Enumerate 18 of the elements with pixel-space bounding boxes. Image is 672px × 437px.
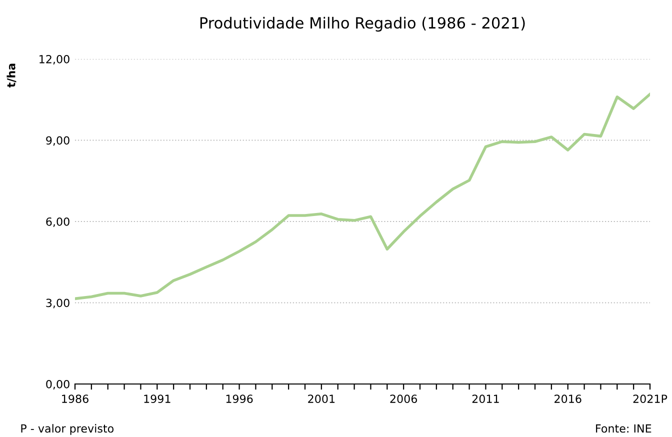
y-tick-label: 12,00	[40, 54, 70, 65]
y-tick-label: 0,00	[46, 380, 70, 390]
y-axis-title: t/ha	[6, 64, 16, 88]
x-tick-label: 1991	[144, 394, 170, 404]
y-tick-label: 3,00	[46, 298, 70, 308]
x-tick-label: 1986	[62, 394, 88, 404]
text: P - valor previsto	[21, 424, 114, 435]
line-series	[75, 92, 650, 300]
x-tick-label: 2016	[554, 394, 582, 404]
y-tick-label: 9,00	[46, 136, 70, 146]
x-tick-label: 2021P	[633, 394, 668, 404]
x-tick-label: 2011	[472, 394, 499, 404]
x-tick-label: 2006	[390, 394, 418, 404]
y-tick-label: 6,00	[46, 217, 70, 228]
chart-title: Produtividade Milho Regadio (1986 - 2021)	[200, 16, 525, 32]
x-tick-label: 2001	[308, 394, 335, 404]
x-tick-label: 1996	[226, 394, 253, 404]
source-note: Fonte: INE	[596, 424, 652, 433]
